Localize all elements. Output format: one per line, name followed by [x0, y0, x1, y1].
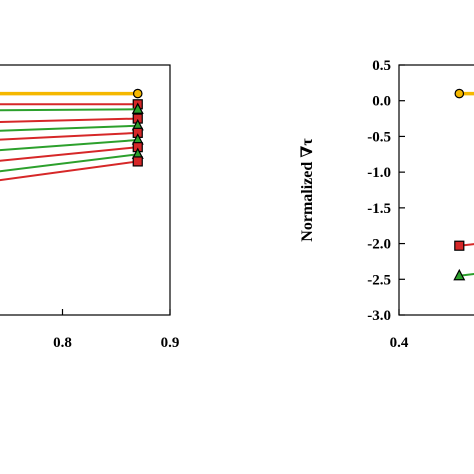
left-series-group [0, 88, 144, 182]
right-y-tick-label: -2.5 [367, 272, 391, 288]
left-data-marker [132, 156, 143, 167]
left-chart-panel: 0.8 0.9 [0, 64, 180, 351]
left-series-line [0, 117, 138, 123]
right-y-tick-label: -1.5 [367, 201, 391, 217]
right-y-tick-label: 0.5 [372, 58, 391, 74]
left-series-line [0, 108, 138, 112]
right-series-group [453, 88, 474, 281]
right-chart-panel: 0.4 0.5 0.0 -0.5 -1.0 -1.5 -2.0 -2.5 -3.0 Normali… [299, 58, 474, 351]
left-series-line [0, 124, 138, 132]
right-data-marker [454, 88, 465, 99]
left-series-line [0, 139, 138, 152]
right-y-tick-label: -3.0 [367, 308, 391, 324]
left-series-line [0, 160, 138, 182]
left-series-line [0, 146, 138, 162]
left-series-line [0, 131, 138, 141]
right-y-tick-label: -2.0 [367, 237, 391, 253]
right-y-axis-label: Normalized ∇τ [299, 138, 316, 242]
right-data-marker [453, 268, 466, 281]
left-series-line [0, 153, 138, 173]
left-plot-frame [0, 64, 171, 316]
left-x-tick-label: 0.9 [161, 335, 180, 351]
right-y-tick-label: -1.0 [367, 165, 391, 181]
right-x-tick-label: 0.4 [390, 335, 409, 351]
right-plot-frame [398, 64, 474, 316]
right-data-marker [454, 240, 465, 251]
left-data-marker [131, 102, 144, 114]
right-y-tick-label: 0.0 [372, 94, 391, 110]
left-data-marker [132, 88, 143, 99]
right-y-tick-label: -0.5 [367, 129, 391, 145]
right-series-line [459, 272, 474, 277]
left-x-tick-label: 0.8 [53, 335, 72, 351]
